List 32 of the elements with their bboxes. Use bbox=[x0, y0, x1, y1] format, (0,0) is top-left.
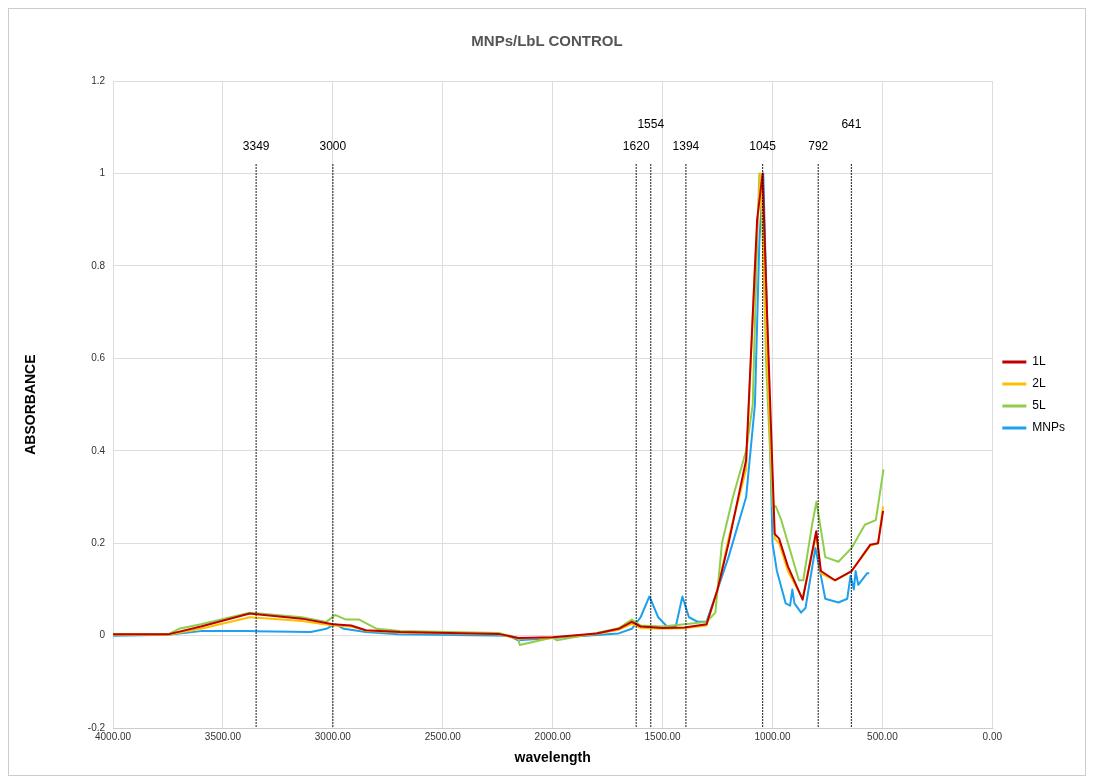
ref-line-label: 792 bbox=[808, 139, 829, 154]
y-tick-label: 0.4 bbox=[91, 444, 106, 456]
ref-line-label: 3349 bbox=[242, 139, 270, 154]
x-tick-label: 0.00 bbox=[982, 730, 1003, 742]
x-tick-label: 3000.00 bbox=[314, 730, 352, 742]
y-tick-label: 1 bbox=[99, 167, 106, 179]
legend-label: MNPs bbox=[1032, 420, 1066, 435]
ref-line-label: 1554 bbox=[637, 117, 665, 132]
x-tick-label: 4000.00 bbox=[94, 730, 132, 742]
chart-title: MNPs/LbL CONTROL bbox=[471, 32, 623, 50]
y-tick-label: 0.6 bbox=[91, 352, 106, 364]
y-tick-label: 0.2 bbox=[91, 537, 106, 549]
ref-line-label: 1394 bbox=[672, 139, 700, 154]
legend-label: 1L bbox=[1032, 354, 1047, 369]
ref-line-label: 1620 bbox=[622, 139, 650, 154]
ref-line-label: 641 bbox=[841, 117, 862, 132]
x-axis-title: wavelength bbox=[513, 749, 591, 766]
x-tick-label: 2000.00 bbox=[534, 730, 572, 742]
y-tick-label: -0.2 bbox=[87, 721, 106, 733]
y-tick-label: 0 bbox=[99, 629, 106, 641]
legend-label: 2L bbox=[1032, 376, 1047, 391]
x-tick-label: 2500.00 bbox=[424, 730, 462, 742]
ref-line-label: 3000 bbox=[319, 139, 347, 154]
y-tick-label: 1.2 bbox=[91, 74, 106, 86]
ref-line-label: 1045 bbox=[749, 139, 777, 154]
y-axis-title: ABSORBANCE bbox=[22, 354, 39, 455]
x-tick-label: 500.00 bbox=[867, 730, 899, 742]
x-tick-label: 3500.00 bbox=[204, 730, 242, 742]
y-tick-label: 0.8 bbox=[91, 259, 106, 271]
legend-label: 5L bbox=[1032, 398, 1047, 413]
x-tick-label: 1000.00 bbox=[754, 730, 792, 742]
x-tick-label: 1500.00 bbox=[644, 730, 682, 742]
